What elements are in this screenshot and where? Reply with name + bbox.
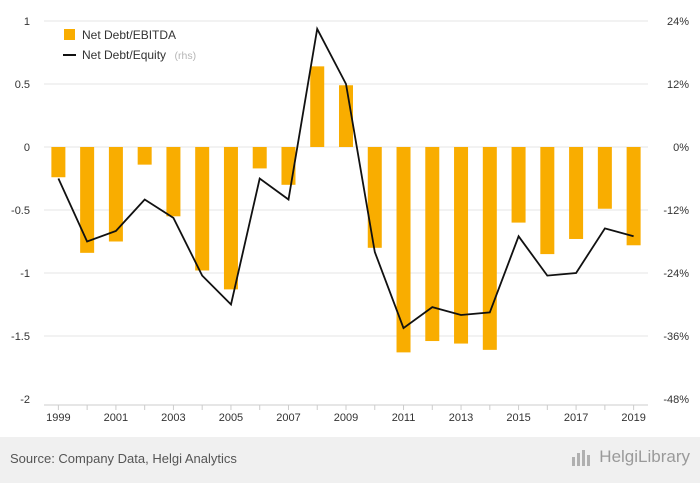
legend-line-suffix: (rhs) <box>175 50 197 62</box>
bar-2015 <box>511 147 526 223</box>
bar-2003 <box>166 147 181 217</box>
grid-lines <box>44 20 648 337</box>
legend-swatch-bar <box>64 29 75 40</box>
y-right-tick-label: -48% <box>663 394 689 406</box>
source-note: Source: Company Data, Helgi Analytics <box>10 451 237 466</box>
bar-2000 <box>80 147 95 253</box>
legend-label-line: Net Debt/Equity (rhs) <box>82 46 196 63</box>
y-right-tick-label: -24% <box>663 268 689 280</box>
x-tick-label: 2019 <box>621 412 645 424</box>
y-left-tick-label: 0 <box>24 142 30 154</box>
x-tick-label: 2017 <box>564 412 588 424</box>
bar-2017 <box>569 147 584 239</box>
y-right-tick-label: 12% <box>667 79 689 91</box>
bar-2004 <box>195 147 210 271</box>
y-right-tick-label: 24% <box>667 16 689 28</box>
legend: Net Debt/EBITDA Net Debt/Equity (rhs) <box>63 28 196 63</box>
y-left-tick-label: -1.5 <box>11 331 30 343</box>
chart-bars-icon <box>572 450 591 466</box>
bar-2018 <box>597 147 612 209</box>
legend-line-name: Net Debt/Equity <box>82 48 166 62</box>
x-tick-label: 2011 <box>392 412 416 424</box>
footer: Source: Company Data, Helgi Analytics He… <box>0 437 700 483</box>
y-left-tick-label: -2 <box>20 394 30 406</box>
bar-2006 <box>252 147 267 169</box>
y-left-tick-label: 0.5 <box>15 79 30 91</box>
bar-2013 <box>454 147 469 344</box>
bar-2008 <box>310 66 325 147</box>
x-tick-label: 2003 <box>161 412 185 424</box>
x-tick-label: 2009 <box>334 412 358 424</box>
x-tick-label: 2015 <box>506 412 530 424</box>
x-tick-label: 2013 <box>449 412 473 424</box>
y-left-tick-label: -0.5 <box>11 205 30 217</box>
bar-2005 <box>223 147 238 290</box>
x-tick-label: 2005 <box>219 412 243 424</box>
legend-label-bar: Net Debt/EBITDA <box>82 28 176 42</box>
line-net-debt-equity <box>57 26 634 330</box>
bar-2019 <box>626 147 641 246</box>
y-right-tick-label: 0% <box>673 142 689 154</box>
bar-2014 <box>482 147 497 350</box>
bar-2002 <box>137 147 152 165</box>
brand-name: HelgiLibrary <box>599 447 690 466</box>
y-axis-left: 1 0.5 0 -0.5 -1 -1.5 -2 <box>11 16 30 406</box>
x-tick-label: 2007 <box>276 412 300 424</box>
bar-2001 <box>108 147 123 242</box>
bar-2011 <box>396 147 411 353</box>
y-left-tick-label: -1 <box>20 268 30 280</box>
y-left-tick-label: 1 <box>24 16 30 28</box>
y-right-tick-label: -12% <box>663 205 689 217</box>
brand-logo[interactable]: HelgiLibrary <box>571 447 690 467</box>
line-series-net-debt-equity <box>57 26 634 330</box>
x-tick-label: 1999 <box>46 412 70 424</box>
bar-2012 <box>425 147 440 342</box>
combo-chart: 1 0.5 0 -0.5 -1 -1.5 -2 24% 12% 0% -12% -24% -36% -4… <box>11 16 689 424</box>
bar-2016 <box>540 147 555 255</box>
bar-1999 <box>51 147 66 178</box>
y-right-tick-label: -36% <box>663 331 689 343</box>
bar-series-net-debt-ebitda <box>51 66 641 353</box>
x-axis: 1999 2001 2003 2005 2007 2009 2011 2013 2015 2017… <box>44 404 648 424</box>
bar-2010 <box>367 147 382 248</box>
x-tick-label: 2001 <box>104 412 128 424</box>
y-axis-right: 24% 12% 0% -12% -24% -36% -48% <box>663 16 689 406</box>
